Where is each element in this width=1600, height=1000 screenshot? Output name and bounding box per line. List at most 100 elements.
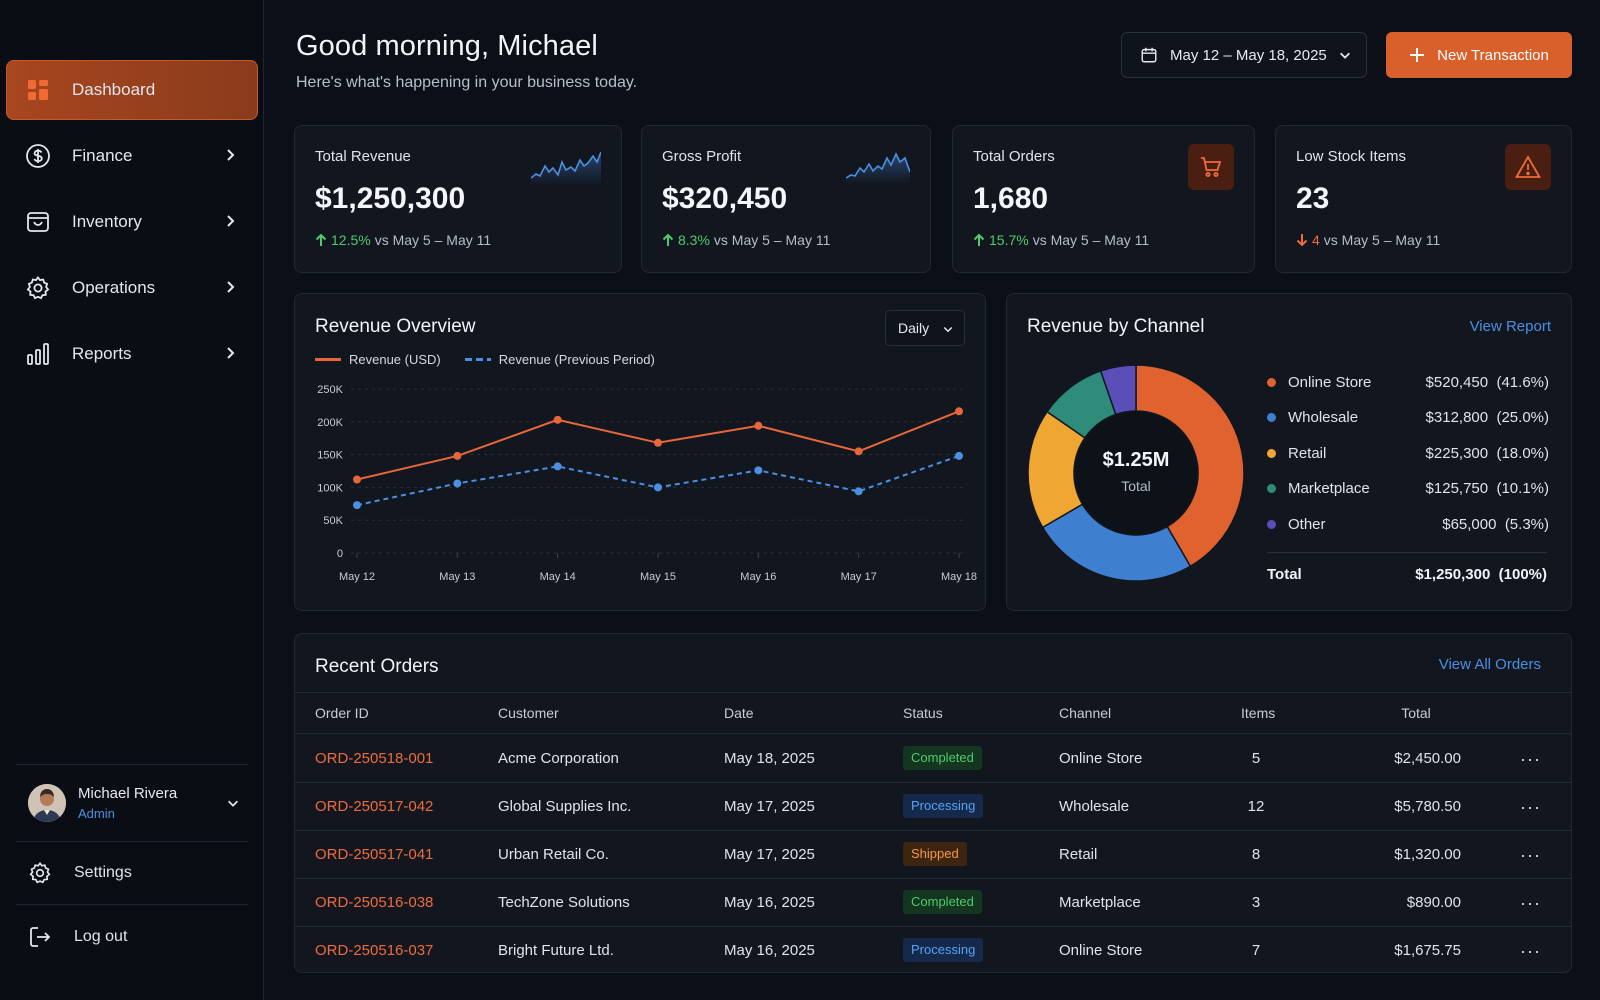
order-items: 3	[1251, 894, 1261, 911]
cart-icon	[1188, 144, 1234, 190]
donut-center-value: $1.25M	[1102, 449, 1170, 471]
order-id-link[interactable]: ORD-250516-038	[315, 894, 434, 911]
logout-link[interactable]: Log out	[28, 922, 248, 952]
date-range-picker[interactable]: May 12 – May 18, 2025	[1121, 32, 1367, 78]
y-tick-label: 150K	[317, 450, 343, 462]
data-point[interactable]	[854, 447, 863, 456]
channel-total-row: Total $1,250,300 (100%)	[1267, 566, 1547, 583]
more-options-icon[interactable]: ···	[1520, 845, 1541, 865]
channel-value: $225,300 (18.0%)	[1426, 445, 1549, 462]
data-point[interactable]	[754, 466, 763, 475]
view-report-link[interactable]: View Report	[1469, 318, 1551, 335]
data-point[interactable]	[654, 438, 662, 447]
sidebar-item-dashboard[interactable]: Dashboard	[6, 60, 258, 120]
more-options-icon[interactable]: ···	[1520, 749, 1541, 769]
chevron-right-icon	[227, 149, 235, 161]
x-tick-label: May 12	[339, 571, 375, 583]
order-id-link[interactable]: ORD-250518-001	[315, 750, 434, 767]
order-id-link[interactable]: ORD-250516-037	[315, 942, 434, 959]
y-tick-label: 200K	[317, 417, 343, 429]
data-point[interactable]	[353, 475, 361, 484]
avatar	[28, 784, 66, 822]
order-customer: Global Supplies Inc.	[498, 798, 632, 815]
sidebar-item-label: Inventory	[72, 212, 142, 231]
legend-dot	[1267, 519, 1276, 529]
more-options-icon[interactable]: ···	[1520, 797, 1541, 817]
date-range-label: May 12 – May 18, 2025	[1170, 46, 1327, 64]
new-transaction-label: New Transaction	[1437, 46, 1549, 64]
channel-legend-item: Other $65,000 (5.3%)	[1267, 514, 1549, 534]
kpi-compare: vs May 5 – May 11	[1032, 232, 1150, 248]
period-select[interactable]: Daily	[885, 310, 965, 346]
arrow-down-icon	[1296, 234, 1308, 247]
revenue-overview-title: Revenue Overview	[315, 316, 476, 337]
sidebar-item-inventory[interactable]: Inventory	[6, 192, 258, 252]
y-tick-label: 50K	[323, 515, 343, 527]
kpi-compare: vs May 5 – May 11	[713, 232, 831, 248]
new-transaction-button[interactable]: New Transaction	[1386, 32, 1572, 78]
channel-name: Retail	[1288, 444, 1327, 462]
channel-total-amount: $1,250,300	[1415, 566, 1491, 583]
kpi-delta: 8.3% vs May 5 – May 11	[662, 232, 830, 248]
data-point[interactable]	[955, 451, 963, 460]
donut-slice[interactable]	[1099, 364, 1137, 416]
order-channel: Retail	[1059, 846, 1098, 863]
sidebar-item-operations[interactable]: Operations	[6, 258, 258, 318]
order-total: $1,675.75	[1394, 942, 1461, 959]
data-point[interactable]	[854, 487, 863, 496]
data-point[interactable]	[754, 421, 763, 430]
data-point[interactable]	[654, 483, 662, 492]
data-point[interactable]	[553, 415, 562, 424]
sidebar-item-label: Reports	[72, 344, 132, 363]
revenue-line-chart: 0 50K 100K 150K 200K 250K May 12 May 13 May 14 Ma…	[317, 384, 977, 583]
data-point[interactable]	[955, 407, 963, 416]
arrow-up-icon	[662, 233, 674, 246]
order-total: $2,450.00	[1394, 750, 1461, 767]
table-row[interactable]: ORD-250517-042 Global Supplies Inc. May 17…	[295, 783, 1571, 831]
plus-icon	[1410, 48, 1425, 62]
status-badge: Completed	[903, 746, 982, 770]
sidebar-item-reports[interactable]: Reports	[6, 324, 258, 384]
channel-total-label: Total	[1267, 566, 1302, 583]
arrow-up-icon	[315, 233, 327, 246]
order-id-link[interactable]: ORD-250517-041	[315, 846, 434, 863]
donut-slice[interactable]	[1041, 503, 1192, 582]
more-options-icon[interactable]: ···	[1520, 941, 1541, 961]
column-header: Customer	[498, 705, 559, 721]
sidebar-item-finance[interactable]: Finance	[6, 126, 258, 186]
table-row[interactable]: ORD-250516-037 Bright Future Ltd. May 16, …	[295, 927, 1571, 975]
kpi-value: $1,250,300	[315, 182, 466, 215]
table-row[interactable]: ORD-250518-001 Acme Corporation May 18, 20…	[295, 735, 1571, 783]
chevron-down-icon[interactable]	[226, 796, 240, 810]
more-options-icon[interactable]: ···	[1520, 893, 1541, 913]
channel-pct: (41.6%)	[1496, 373, 1549, 391]
donut-slice[interactable]	[1135, 364, 1245, 568]
data-point[interactable]	[453, 451, 462, 460]
user-menu[interactable]: Michael Rivera Admin	[28, 782, 248, 824]
kpi-value: 1,680	[973, 182, 1049, 215]
table-row[interactable]: ORD-250517-041 Urban Retail Co. May 17, 20…	[295, 831, 1571, 879]
kpi-title: Low Stock Items	[1296, 148, 1407, 165]
kpi-delta-value: 8.3%	[678, 232, 710, 248]
channel-amount: $520,450	[1425, 373, 1489, 391]
column-header: Order ID	[315, 705, 369, 721]
order-id-link[interactable]: ORD-250517-042	[315, 798, 434, 815]
chart-legend: Revenue (USD) Revenue (Previous Period)	[315, 352, 655, 367]
data-point[interactable]	[353, 501, 361, 510]
kpi-value: $320,450	[662, 182, 788, 215]
settings-link[interactable]: Settings	[28, 858, 248, 888]
order-total: $5,780.50	[1394, 798, 1461, 815]
data-point[interactable]	[453, 479, 462, 488]
table-row[interactable]: ORD-250516-038 TechZone Solutions May 16, …	[295, 879, 1571, 927]
status-badge: Completed	[903, 890, 982, 914]
order-items: 8	[1251, 846, 1261, 863]
order-date: May 18, 2025	[724, 750, 815, 767]
kpi-card-total-revenue: Total Revenue $1,250,300 12.5% vs May 5 …	[294, 125, 622, 273]
status-badge: Processing	[903, 794, 984, 818]
kpi-compare: vs May 5 – May 11	[1323, 232, 1441, 248]
order-customer: Acme Corporation	[498, 750, 619, 767]
period-select-value: Daily	[898, 320, 930, 336]
data-point[interactable]	[553, 462, 562, 471]
view-all-orders-link[interactable]: View All Orders	[1438, 656, 1541, 673]
dashboard-grid-icon	[24, 76, 52, 104]
